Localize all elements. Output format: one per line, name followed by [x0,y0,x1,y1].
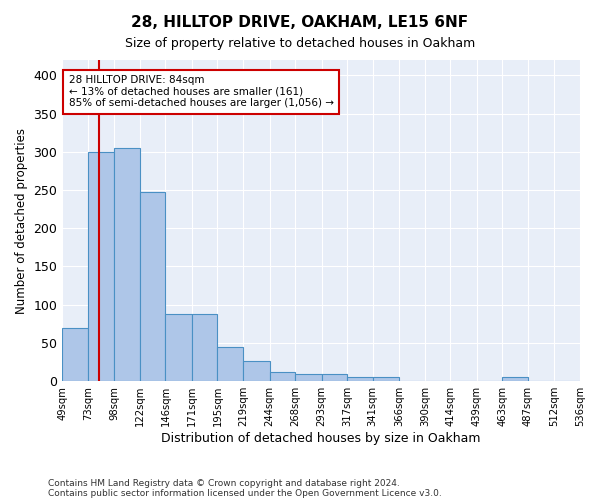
Bar [373,378,399,381]
Bar [88,152,115,381]
Bar [166,314,192,381]
Bar [243,360,269,381]
X-axis label: Distribution of detached houses by size in Oakham: Distribution of detached houses by size … [161,432,481,445]
Bar [347,378,373,381]
Bar [217,347,243,381]
Bar [62,328,88,381]
Text: Size of property relative to detached houses in Oakham: Size of property relative to detached ho… [125,38,475,51]
Y-axis label: Number of detached properties: Number of detached properties [15,128,28,314]
Bar [115,148,140,381]
Bar [502,378,528,381]
Bar [140,192,166,381]
Bar [322,374,347,381]
Text: Contains HM Land Registry data © Crown copyright and database right 2024.: Contains HM Land Registry data © Crown c… [48,478,400,488]
Text: Contains public sector information licensed under the Open Government Licence v3: Contains public sector information licen… [48,488,442,498]
Text: 28 HILLTOP DRIVE: 84sqm
← 13% of detached houses are smaller (161)
85% of semi-d: 28 HILLTOP DRIVE: 84sqm ← 13% of detache… [68,76,334,108]
Text: 28, HILLTOP DRIVE, OAKHAM, LE15 6NF: 28, HILLTOP DRIVE, OAKHAM, LE15 6NF [131,15,469,30]
Bar [269,372,295,381]
Bar [192,314,217,381]
Bar [295,374,322,381]
